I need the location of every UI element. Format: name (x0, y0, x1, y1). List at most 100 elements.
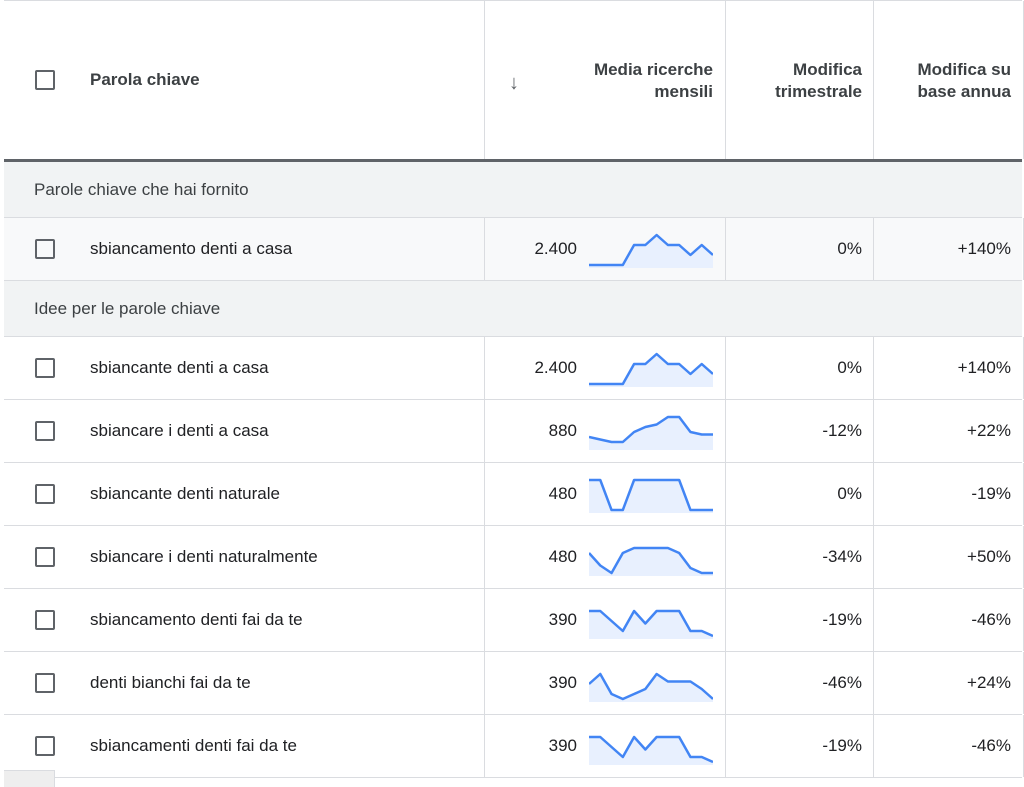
group-header-provided: Parole chiave che hai fornito (4, 162, 1022, 218)
yoy-change-value: +140% (957, 239, 1011, 258)
yoy-change-cell: +140% (873, 337, 1024, 399)
volume-value: 390 (548, 673, 577, 692)
group-label: Parole chiave che hai fornito (34, 179, 249, 199)
keyword-ideas-table: Parola chiave ↓ Media ricerche mensili M… (4, 0, 1024, 778)
volume-value: 2.400 (534, 239, 577, 258)
table-row[interactable]: sbiancare i denti a casa 880 -12% +22% (4, 400, 1024, 463)
yoy-change-column-header[interactable]: Modifica su base annua (873, 1, 1024, 159)
keyword-cell: sbiancare i denti naturalmente (4, 526, 484, 588)
keyword-text: sbiancamento denti fai da te (90, 610, 303, 629)
volume-value: 480 (548, 484, 577, 503)
quarterly-change-cell: -12% (725, 400, 874, 462)
yoy-change-cell: +24% (873, 652, 1024, 714)
keyword-text: sbiancante denti naturale (90, 484, 280, 503)
yoy-header-label[interactable]: Modifica su base annua (917, 60, 1011, 101)
table-row[interactable]: sbiancamento denti fai da te 390 -19% -4… (4, 589, 1024, 652)
keyword-cell: sbiancare i denti a casa (4, 400, 484, 462)
row-checkbox[interactable] (35, 547, 55, 567)
row-checkbox[interactable] (35, 421, 55, 441)
row-checkbox[interactable] (35, 239, 55, 259)
quarterly-change-column-header[interactable]: Modifica trimestrale (725, 1, 874, 159)
provided-keywords-body: sbiancamento denti a casa 2.400 0% +140% (4, 218, 1024, 281)
keyword-cell: sbiancante denti naturale (4, 463, 484, 525)
keyword-cell: sbiancamento denti fai da te (4, 589, 484, 651)
sparkline-line (589, 672, 713, 701)
keyword-text: sbiancare i denti naturalmente (90, 547, 318, 566)
keyword-header-label[interactable]: Parola chiave (90, 70, 200, 89)
volume-value: 2.400 (534, 358, 577, 377)
keyword-text: denti bianchi fai da te (90, 673, 251, 692)
quarterly-change-cell: -19% (725, 715, 874, 777)
row-checkbox[interactable] (35, 358, 55, 378)
trend-sparkline (589, 735, 713, 765)
yoy-change-value: +140% (957, 358, 1011, 377)
keyword-text: sbiancamento denti a casa (90, 239, 293, 258)
quarterly-change-cell: 0% (725, 463, 874, 525)
row-checkbox[interactable] (35, 484, 55, 504)
volume-column-header[interactable]: ↓ Media ricerche mensili (484, 1, 725, 159)
table-row[interactable]: denti bianchi fai da te 390 -46% +24% (4, 652, 1024, 715)
arrow-down-icon[interactable]: ↓ (509, 72, 519, 94)
quarterly-change-value: -34% (822, 547, 862, 566)
yoy-change-cell: -19% (873, 463, 1024, 525)
quarterly-change-value: -19% (822, 610, 862, 629)
sparkline-area (589, 674, 713, 702)
volume-value: 880 (548, 421, 577, 440)
trend-sparkline (589, 478, 713, 513)
table-row[interactable]: sbiancamento denti a casa 2.400 0% +140% (4, 218, 1024, 281)
table-row[interactable]: sbiancante denti naturale 480 0% -19% (4, 463, 1024, 526)
yoy-change-value: +50% (967, 547, 1011, 566)
group-header-ideas: Idee per le parole chiave (4, 281, 1022, 337)
sparkline-area (589, 737, 713, 765)
quarterly-change-value: -12% (822, 421, 862, 440)
yoy-change-value: -46% (971, 736, 1011, 755)
trend-sparkline (589, 233, 713, 268)
trend-sparkline (589, 415, 713, 450)
keyword-text: sbiancamenti denti fai da te (90, 736, 297, 755)
keyword-ideas-body: sbiancante denti a casa 2.400 0% +140% s… (4, 337, 1024, 778)
keyword-text: sbiancante denti a casa (90, 358, 269, 377)
sparkline-line (589, 735, 713, 764)
yoy-change-cell: +22% (873, 400, 1024, 462)
yoy-change-cell: +140% (873, 218, 1024, 280)
sparkline-line (589, 352, 713, 386)
sparkline-line (589, 546, 713, 575)
quarterly-change-cell: -19% (725, 589, 874, 651)
table-header: Parola chiave ↓ Media ricerche mensili M… (4, 0, 1024, 162)
keyword-text: sbiancare i denti a casa (90, 421, 269, 440)
yoy-change-cell: -46% (873, 589, 1024, 651)
quarterly-change-value: -19% (822, 736, 862, 755)
sparkline-area (589, 235, 713, 268)
volume-cell: 390 (484, 589, 725, 651)
table-row[interactable]: sbiancamenti denti fai da te 390 -19% -4… (4, 715, 1024, 778)
yoy-change-value: -46% (971, 610, 1011, 629)
trend-sparkline (589, 609, 713, 639)
table-row[interactable]: sbiancare i denti naturalmente 480 -34% … (4, 526, 1024, 589)
quarterly-change-cell: -34% (725, 526, 874, 588)
quarterly-change-cell: 0% (725, 337, 874, 399)
yoy-change-value: +24% (967, 673, 1011, 692)
volume-cell: 390 (484, 715, 725, 777)
yoy-change-value: -19% (971, 484, 1011, 503)
volume-cell: 480 (484, 463, 725, 525)
sparkline-line (589, 609, 713, 638)
yoy-change-cell: +50% (873, 526, 1024, 588)
row-checkbox[interactable] (35, 610, 55, 630)
horizontal-scrollbar[interactable] (4, 770, 55, 787)
group-label: Idee per le parole chiave (34, 298, 221, 318)
trend-sparkline (589, 672, 713, 702)
sparkline-area (589, 548, 713, 576)
yoy-change-cell: -46% (873, 715, 1024, 777)
sparkline-line (589, 478, 713, 512)
sparkline-area (589, 417, 713, 450)
table-row[interactable]: sbiancante denti a casa 2.400 0% +140% (4, 337, 1024, 400)
trend-sparkline (589, 352, 713, 387)
keyword-cell: sbiancamenti denti fai da te (4, 715, 484, 777)
keyword-cell: sbiancante denti a casa (4, 337, 484, 399)
row-checkbox[interactable] (35, 736, 55, 756)
quarterly-header-label[interactable]: Modifica trimestrale (775, 60, 862, 101)
select-all-checkbox[interactable] (35, 70, 55, 90)
volume-cell: 880 (484, 400, 725, 462)
volume-header-label[interactable]: Media ricerche mensili (593, 60, 713, 101)
row-checkbox[interactable] (35, 673, 55, 693)
